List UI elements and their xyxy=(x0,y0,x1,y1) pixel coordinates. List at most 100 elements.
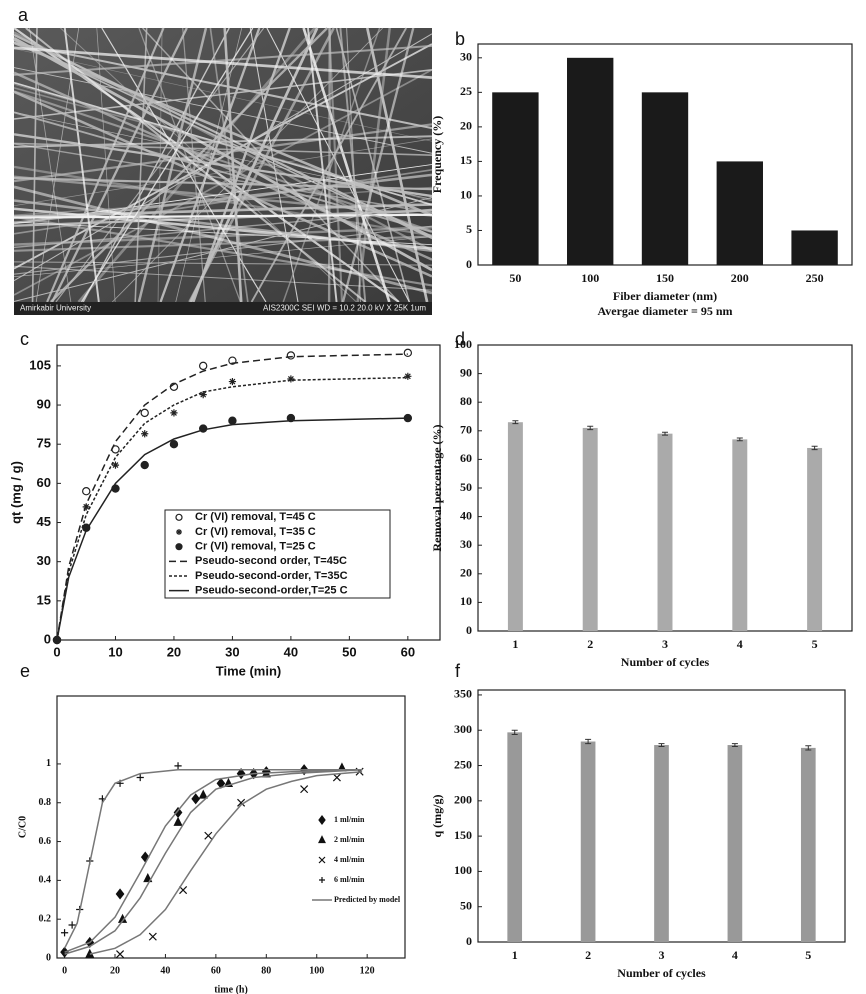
y-tick-label: 5 xyxy=(466,222,472,236)
x-tick-label: 150 xyxy=(656,271,674,285)
y-tick-label: 30 xyxy=(460,537,472,551)
y-tick-label: 0.2 xyxy=(39,913,52,924)
bar xyxy=(507,732,522,942)
bar xyxy=(508,422,523,631)
x-axis-title: Number of cycles xyxy=(617,966,706,980)
y-tick-label: 0.4 xyxy=(39,875,52,886)
y-tick-label: 30 xyxy=(460,50,472,64)
x-tick-label: 1 xyxy=(512,637,518,651)
legend-label: Cr (VI) removal, T=45 C xyxy=(195,511,316,523)
legend-marker xyxy=(319,816,325,824)
legend-label: 6 ml/min xyxy=(334,875,365,884)
y-tick-label: 0 xyxy=(466,257,472,271)
bar xyxy=(658,434,673,631)
x-tick-label: 30 xyxy=(225,644,239,659)
y-tick-label: 75 xyxy=(37,436,51,451)
y-tick-label: 1 xyxy=(46,758,51,769)
x-tick-label: 200 xyxy=(731,271,749,285)
point xyxy=(61,929,68,936)
x-axis-title: time (h) xyxy=(214,984,248,994)
legend-label: Cr (VI) removal, T=25 C xyxy=(195,541,316,553)
point xyxy=(149,933,156,940)
y-tick-label: 50 xyxy=(460,480,472,494)
y-tick-label: 60 xyxy=(460,451,472,465)
legend-marker xyxy=(176,514,182,520)
y-tick-label: 0.8 xyxy=(39,797,52,808)
x-tick-label: 80 xyxy=(261,965,271,976)
fit-line xyxy=(65,770,363,953)
y-tick-label: 0.6 xyxy=(39,836,52,847)
panel-label: b xyxy=(455,29,465,49)
legend-label: Pseudo-second-order,T=25 C xyxy=(195,585,348,597)
x-tick-label: 3 xyxy=(662,637,668,651)
y-tick-label: 105 xyxy=(29,357,51,372)
point xyxy=(287,352,294,359)
legend-label: 1 ml/min xyxy=(334,815,365,824)
x-tick-label: 0 xyxy=(62,965,67,976)
x-tick-label: 5 xyxy=(805,948,811,962)
y-tick-label: 70 xyxy=(460,423,472,437)
legend-label: Pseudo-second-order, T=35C xyxy=(195,570,348,582)
point xyxy=(404,373,411,380)
y-tick-label: 0 xyxy=(44,631,51,646)
x-tick-label: 50 xyxy=(342,644,356,659)
point xyxy=(301,786,308,793)
point xyxy=(170,441,177,448)
x-tick-label: 250 xyxy=(806,271,824,285)
x-tick-label: 50 xyxy=(509,271,521,285)
point xyxy=(229,417,236,424)
fit-line xyxy=(65,770,363,949)
legend-marker xyxy=(319,837,325,843)
bar xyxy=(728,745,743,942)
y-tick-label: 10 xyxy=(460,188,472,202)
bar xyxy=(492,92,538,265)
y-tick-label: 90 xyxy=(37,396,51,411)
y-tick-label: 300 xyxy=(454,722,472,736)
point xyxy=(61,948,68,957)
panel-label: a xyxy=(18,5,29,25)
y-tick-label: 30 xyxy=(37,553,51,568)
y-tick-label: 100 xyxy=(454,863,472,877)
figure: a Amirkabir University AIS2300C SEI WD =… xyxy=(0,0,866,994)
y-axis-title: q (mg/g) xyxy=(430,795,444,838)
bar xyxy=(567,58,613,265)
x-tick-label: 60 xyxy=(401,644,415,659)
x-tick-label: 1 xyxy=(512,948,518,962)
fit-line xyxy=(65,770,363,954)
x-tick-label: 100 xyxy=(581,271,599,285)
y-tick-label: 20 xyxy=(460,119,472,133)
y-tick-label: 0 xyxy=(466,934,472,948)
bar xyxy=(583,428,598,631)
panel-label: e xyxy=(20,661,30,681)
legend-label: Predicted by model xyxy=(334,895,401,904)
point xyxy=(229,378,236,385)
y-tick-label: 80 xyxy=(460,394,472,408)
point xyxy=(174,762,181,769)
legend-marker xyxy=(176,529,182,535)
legend-label: 4 ml/min xyxy=(334,855,365,864)
point xyxy=(170,409,177,416)
legend-label: 2 ml/min xyxy=(334,835,365,844)
y-tick-label: 0 xyxy=(466,623,472,637)
x-axis-note: Avergae diameter = 95 nm xyxy=(597,304,732,318)
point xyxy=(116,889,123,898)
panel-label: f xyxy=(455,661,461,681)
y-tick-label: 200 xyxy=(454,793,472,807)
y-axis-title: Frequency (%) xyxy=(430,116,444,193)
y-tick-label: 60 xyxy=(37,475,51,490)
bar xyxy=(801,748,816,942)
y-tick-label: 150 xyxy=(454,828,472,842)
y-tick-label: 50 xyxy=(460,898,472,912)
bar xyxy=(581,742,596,942)
point xyxy=(205,832,212,839)
y-axis-title: qt (mg / g) xyxy=(8,461,23,524)
x-tick-label: 60 xyxy=(211,965,221,976)
point xyxy=(287,375,294,382)
x-tick-label: 40 xyxy=(284,644,298,659)
bar xyxy=(791,230,837,265)
bar xyxy=(807,448,822,631)
point xyxy=(141,409,148,416)
y-tick-label: 100 xyxy=(454,337,472,351)
legend-label: Cr (VI) removal, T=35 C xyxy=(195,526,316,538)
x-tick-label: 100 xyxy=(309,965,324,976)
